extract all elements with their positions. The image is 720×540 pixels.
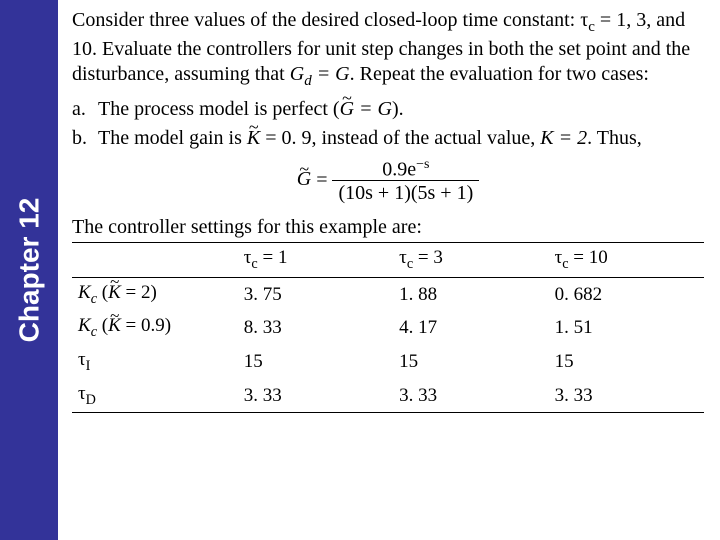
formula-fraction: 0.9e−s (10s + 1)(5s + 1) (332, 157, 479, 206)
settings-table: τc = 1 τc = 3 τc = 10 Kc (K = 2) 3. 75 1… (72, 242, 704, 413)
item-b: b. The model gain is K = 0. 9, instead o… (72, 126, 704, 151)
table-row: τI 15 15 15 (72, 345, 704, 379)
formula-equals: = (316, 168, 332, 190)
k-eq-2: K = 2 (540, 127, 587, 149)
chapter-label: Chapter 12 (13, 198, 45, 343)
item-b-letter: b. (72, 126, 98, 151)
row3-label: τD (72, 379, 238, 413)
item-a-pre: The process model is perfect ( (98, 98, 340, 120)
formula-denominator: (10s + 1)(5s + 1) (332, 181, 479, 205)
row2-v2: 15 (393, 345, 548, 379)
header-c3: τc = 10 (549, 243, 704, 278)
item-a: a. The process model is perfect (G = G). (72, 97, 704, 122)
header-c2: τc = 3 (393, 243, 548, 278)
row3-v1: 3. 33 (238, 379, 393, 413)
header-blank (72, 243, 238, 278)
page-content: Consider three values of the desired clo… (58, 0, 720, 540)
model-formula: G = 0.9e−s (10s + 1)(5s + 1) (72, 157, 704, 206)
row0-v1: 3. 75 (238, 277, 393, 311)
intro-paragraph: Consider three values of the desired clo… (72, 8, 704, 91)
g-tilde: G (340, 97, 354, 122)
formula-inline: G = 0.9e−s (10s + 1)(5s + 1) (297, 157, 480, 206)
item-a-letter: a. (72, 97, 98, 122)
item-b-post: . Thus, (587, 127, 642, 149)
row3-v2: 3. 33 (393, 379, 548, 413)
chapter-sidebar: Chapter 12 (0, 0, 58, 540)
row1-v1: 8. 33 (238, 311, 393, 345)
row2-v1: 15 (238, 345, 393, 379)
row1-v3: 1. 51 (549, 311, 704, 345)
formula-numerator: 0.9e−s (332, 157, 479, 182)
row3-v3: 3. 33 (549, 379, 704, 413)
row1-label: Kc (K = 0.9) (72, 311, 238, 345)
table-header-row: τc = 1 τc = 3 τc = 10 (72, 243, 704, 278)
table-row: τD 3. 33 3. 33 3. 33 (72, 379, 704, 413)
row0-v3: 0. 682 (549, 277, 704, 311)
item-b-pre: The model gain is (98, 127, 247, 149)
table-row: Kc (K = 2) 3. 75 1. 88 0. 682 (72, 277, 704, 311)
item-a-post: ). (392, 98, 404, 120)
table-row: Kc (K = 0.9) 8. 33 4. 17 1. 51 (72, 311, 704, 345)
intro-line3: . Repeat the evaluation for two cases: (350, 63, 649, 85)
item-a-body: The process model is perfect (G = G). (98, 97, 704, 122)
num-exp: −s (416, 157, 429, 172)
row0-label: Kc (K = 2) (72, 277, 238, 311)
gd-eq-g: Gd = G (290, 63, 350, 85)
settings-intro: The controller settings for this example… (72, 215, 704, 240)
k-tilde: K (247, 126, 260, 151)
intro-line1: Consider three values of the desired clo… (72, 9, 575, 31)
formula-lhs-g: G (297, 167, 311, 192)
row0-v2: 1. 88 (393, 277, 548, 311)
header-c1: τc = 1 (238, 243, 393, 278)
row2-label: τI (72, 345, 238, 379)
item-b-body: The model gain is K = 0. 9, instead of t… (98, 126, 704, 151)
row1-v2: 4. 17 (393, 311, 548, 345)
item-a-eq: = G (354, 98, 392, 120)
num-base: 0.9e (382, 158, 416, 180)
item-b-mid: = 0. 9, instead of the actual value, (260, 127, 540, 149)
row2-v3: 15 (549, 345, 704, 379)
